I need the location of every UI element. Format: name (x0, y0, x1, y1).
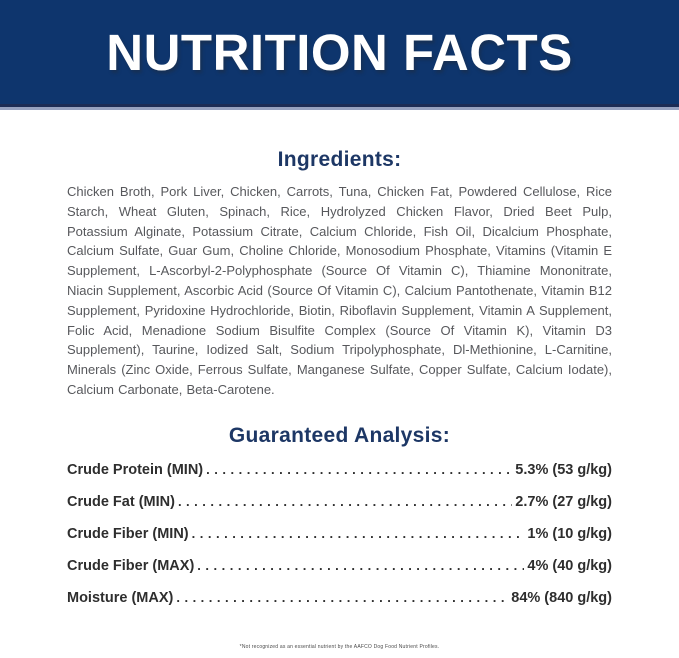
guaranteed-analysis-row: Crude Fiber (MAX) 4% (40 g/kg) (67, 550, 612, 582)
nutrient-label: Crude Fat (MIN) (67, 494, 175, 510)
nutrient-value: 4% (40 g/kg) (527, 558, 612, 574)
guaranteed-analysis-row: Moisture (MAX) 84% (840 g/kg) (67, 582, 612, 614)
nutrition-label-page: { "banner": { "title": "NUTRITION FACTS"… (0, 0, 679, 658)
dot-leader (197, 558, 524, 573)
nutrition-facts-banner: NUTRITION FACTS (0, 0, 679, 107)
dot-leader (178, 494, 512, 509)
guaranteed-analysis-row: Crude Protein (MIN) 5.3% (53 g/kg) (67, 454, 612, 486)
guaranteed-analysis-table: Crude Protein (MIN) 5.3% (53 g/kg) Crude… (67, 454, 612, 614)
guaranteed-analysis-heading: Guaranteed Analysis: (67, 424, 612, 448)
guaranteed-analysis-row: Crude Fat (MIN) 2.7% (27 g/kg) (67, 486, 612, 518)
nutrient-label: Crude Protein (MIN) (67, 462, 203, 478)
nutrient-value: 1% (10 g/kg) (527, 526, 612, 542)
ingredients-heading: Ingredients: (67, 148, 612, 172)
aafco-footnote: *Not recognized as an essential nutrient… (0, 644, 679, 658)
dot-leader (206, 462, 512, 477)
nutrient-value: 84% (840 g/kg) (511, 590, 612, 606)
nutrient-label: Crude Fiber (MIN) (67, 526, 189, 542)
dot-leader (192, 526, 525, 541)
label-content: Ingredients: Chicken Broth, Pork Liver, … (0, 110, 679, 614)
nutrient-value: 2.7% (27 g/kg) (515, 494, 612, 510)
banner-title: NUTRITION FACTS (106, 23, 572, 82)
ingredients-text: Chicken Broth, Pork Liver, Chicken, Carr… (67, 182, 612, 400)
dot-leader (176, 590, 508, 605)
nutrient-label: Moisture (MAX) (67, 590, 173, 606)
nutrient-label: Crude Fiber (MAX) (67, 558, 194, 574)
guaranteed-analysis-row: Crude Fiber (MIN) 1% (10 g/kg) (67, 518, 612, 550)
nutrient-value: 5.3% (53 g/kg) (515, 462, 612, 478)
